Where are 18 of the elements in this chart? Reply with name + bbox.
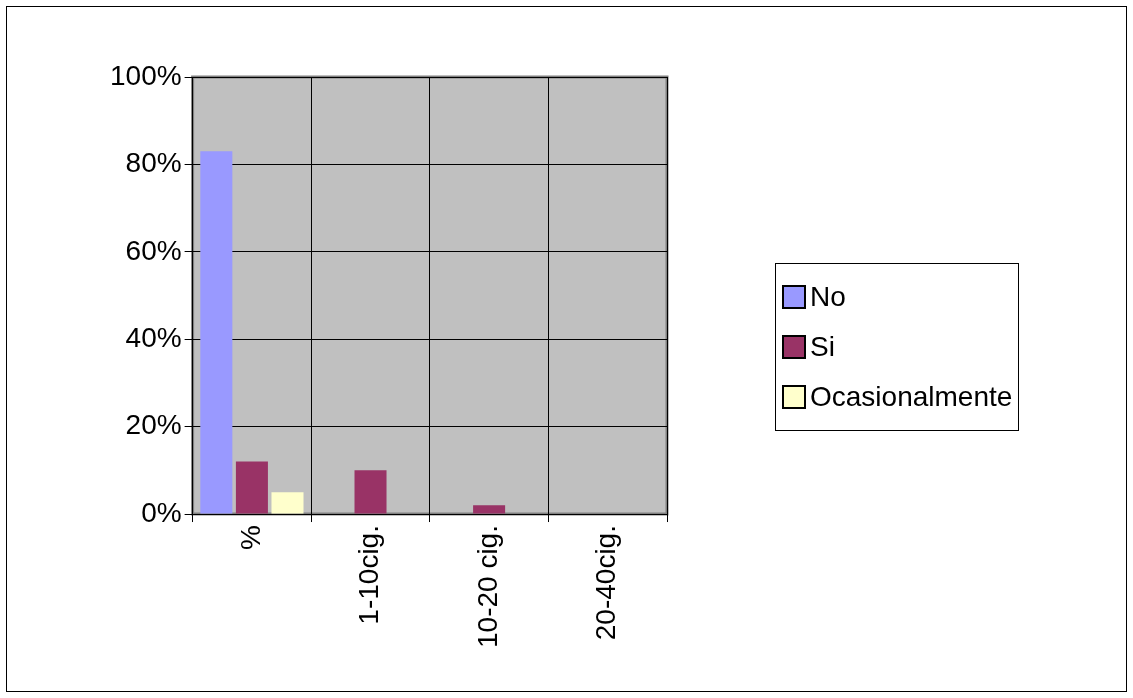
bar [354,470,387,514]
bar [271,492,304,514]
bar [200,151,233,514]
bar [235,461,268,514]
legend-label: No [810,281,846,313]
x-tick-label: 10-20 cig. [471,525,503,648]
bar [473,505,506,514]
x-tick-label: 1-10cig. [353,525,385,625]
y-tick-label: 100% [109,59,182,91]
y-tick-label: 60% [125,234,182,266]
x-tick-label: % [234,525,266,550]
y-tick-label: 40% [125,321,182,353]
x-tick-label: 20-40cig. [590,525,622,641]
y-tick-label: 20% [125,409,182,441]
legend-label: Ocasionalmente [810,381,1013,413]
y-tick-label: 80% [125,147,182,179]
y-tick-label: 0% [141,496,182,528]
legend-label: Si [810,331,835,363]
